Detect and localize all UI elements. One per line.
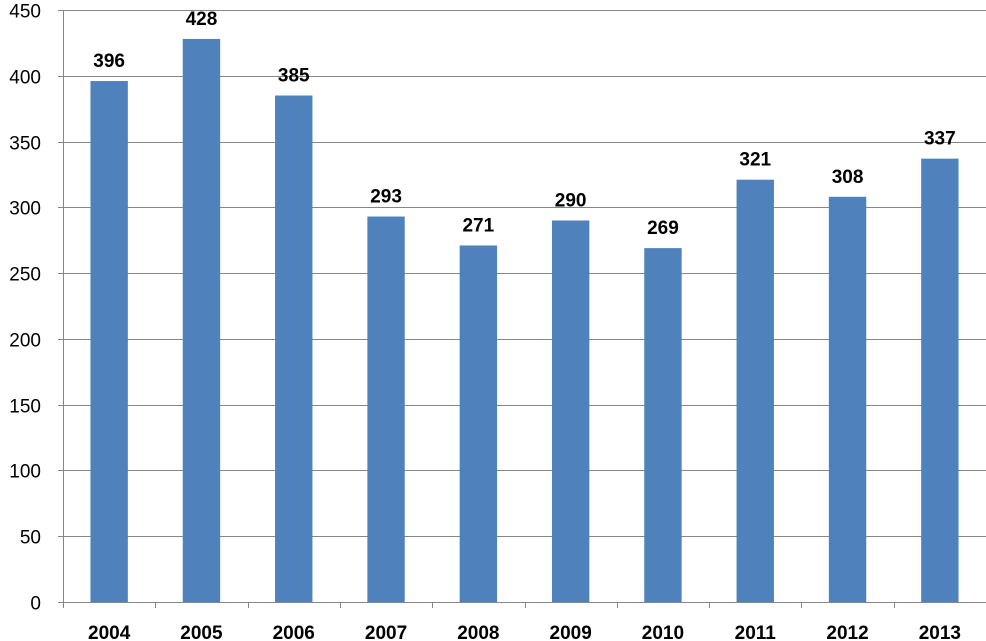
data-label-2006: 385 — [278, 66, 310, 87]
bar-2006 — [275, 95, 313, 602]
data-label-2005: 428 — [186, 9, 218, 30]
x-tick-label-2013: 2013 — [919, 623, 961, 641]
bar-2004 — [90, 81, 128, 603]
y-axis-tick-labels: 0 50 100 150 200 250 300 350 400 450 — [9, 2, 41, 615]
y-tick-label: 300 — [9, 199, 41, 220]
bar-2008 — [459, 245, 498, 603]
y-tick-label: 100 — [9, 462, 41, 483]
data-label-2008: 271 — [462, 215, 494, 236]
x-tick-label-2008: 2008 — [457, 623, 499, 641]
x-tick-label-2006: 2006 — [273, 623, 315, 641]
x-tick-label-2011: 2011 — [735, 623, 777, 641]
bar-2012 — [828, 196, 867, 602]
data-label-2012: 308 — [832, 167, 864, 188]
x-tick-label-2009: 2009 — [550, 623, 592, 641]
data-label-2007: 293 — [370, 187, 402, 208]
data-label-2009: 290 — [555, 190, 587, 211]
bar-2007 — [367, 216, 405, 602]
x-axis-tick-labels: 2004 2005 2006 2007 2008 2009 2010 2011 2012 2013 — [88, 623, 961, 641]
bar-2009 — [551, 220, 590, 602]
y-tick-label: 200 — [9, 331, 41, 352]
data-labels: 396 428 385 293 271 290 269 321 308 337 — [93, 9, 955, 239]
y-tick-label: 400 — [9, 68, 41, 89]
x-tick-label-2004: 2004 — [88, 623, 131, 641]
bar-2005 — [182, 38, 221, 603]
y-tick-label: 350 — [9, 134, 41, 155]
x-tick-label-2012: 2012 — [826, 623, 868, 641]
data-label-2011: 321 — [739, 150, 771, 171]
y-tick-label: 450 — [9, 2, 41, 23]
y-tick-label: 250 — [9, 265, 41, 286]
x-tick-label-2010: 2010 — [642, 623, 684, 641]
data-label-2004: 396 — [93, 51, 125, 72]
y-tick-label: 50 — [20, 528, 41, 549]
y-tick-label: 150 — [9, 397, 41, 418]
bars — [90, 38, 959, 603]
bar-2013 — [921, 158, 959, 602]
x-tick-label-2005: 2005 — [180, 623, 223, 641]
bar-2011 — [736, 179, 774, 602]
y-tick-label: 0 — [30, 594, 41, 615]
x-tick-label-2007: 2007 — [365, 623, 407, 641]
axes — [58, 10, 986, 608]
bar-2010 — [644, 248, 682, 603]
data-label-2013: 337 — [924, 129, 956, 150]
data-label-2010: 269 — [647, 218, 679, 239]
